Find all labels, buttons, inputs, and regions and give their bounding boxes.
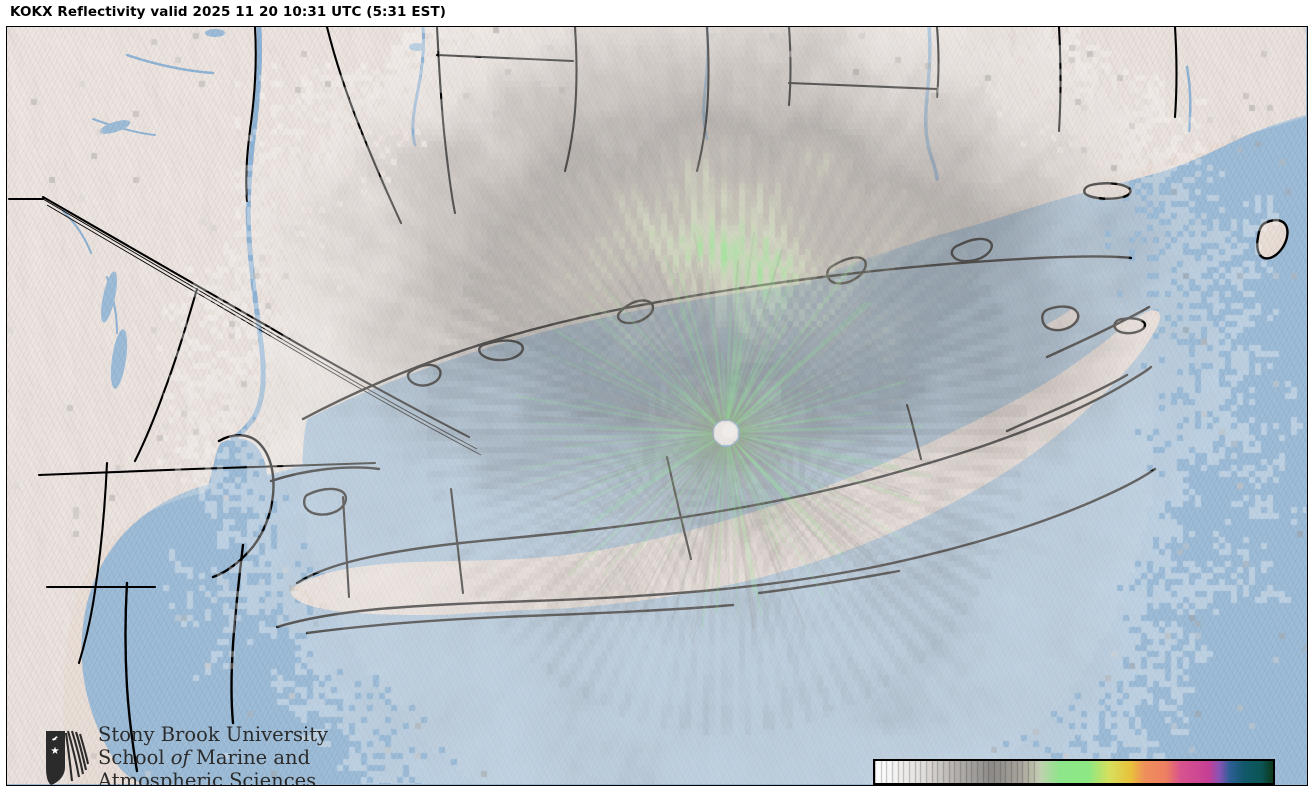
radar-map-canvas-container[interactable]: 0204050607080 xyxy=(7,27,1307,785)
radar-map-frame[interactable]: 0204050607080 xyxy=(6,26,1308,786)
colorbar-gradient-bar xyxy=(873,759,1275,785)
reflectivity-colorbar: 0204050607080 xyxy=(873,759,1283,785)
radar-reflectivity-layer xyxy=(7,27,1306,784)
page-title: KOKX Reflectivity valid 2025 11 20 10:31… xyxy=(10,4,447,20)
